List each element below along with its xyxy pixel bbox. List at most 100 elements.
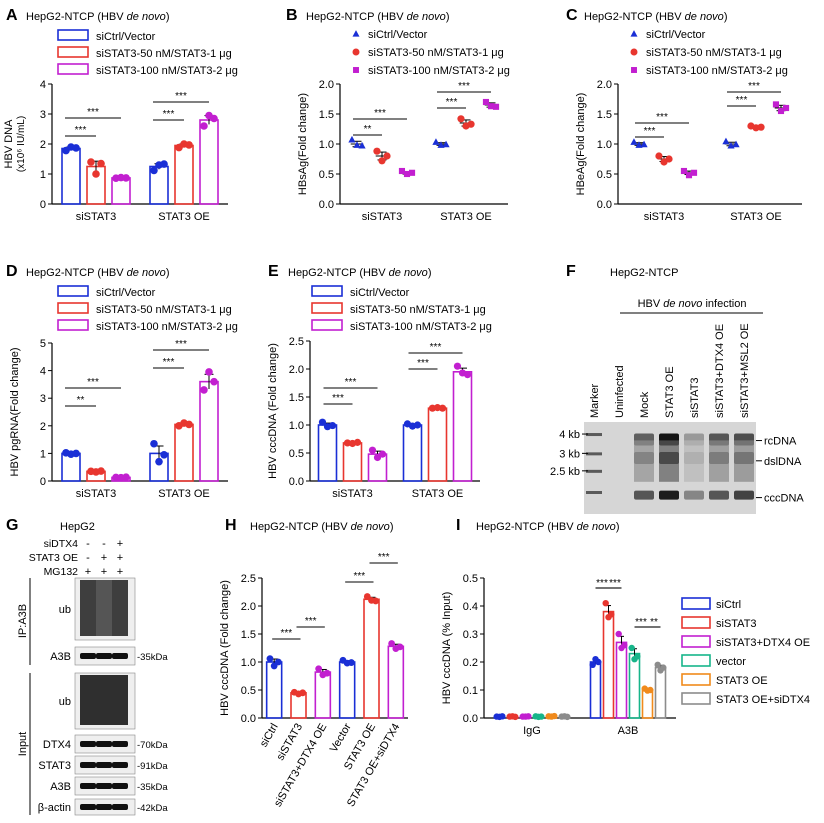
significance-label: *** (736, 95, 748, 106)
title-part: HepG2-NTCP (HBV (288, 267, 389, 279)
blot-band (684, 490, 704, 500)
blot-band (112, 804, 128, 810)
condition-sign: + (117, 552, 123, 564)
data-point (155, 457, 163, 466)
bar (628, 652, 641, 719)
ladder-band (586, 491, 602, 494)
data-point (388, 640, 396, 647)
blot-smear (634, 440, 654, 482)
significance-label: *** (345, 377, 357, 388)
x-tick-label: STAT3 OE (158, 211, 210, 223)
panel-title: HepG2-NTCP (HBV de novo) (26, 11, 169, 23)
y-tick-label: 1 (40, 169, 46, 181)
data-point (722, 137, 730, 145)
title-italic: de novo (389, 267, 428, 279)
bar (317, 424, 338, 482)
lane-label: Uninfected (614, 365, 626, 418)
data-point (97, 159, 105, 168)
chart-panel-C: C HepG2-NTCP (HBV de novo) 0.0 0.5 1.0 1.5 2.0… (566, 7, 802, 223)
ladder-band (586, 452, 602, 456)
bar (199, 380, 219, 482)
data-point (634, 653, 641, 660)
y-tick-label: 2.0 (597, 79, 612, 91)
legend-swatch (311, 285, 343, 297)
x-tick-label: siSTAT3 (332, 488, 373, 500)
y-tick-label: 0.3 (463, 629, 478, 641)
y-tick-label: 1.0 (319, 139, 334, 151)
significance-label: *** (163, 357, 175, 368)
title-italic: de novo (407, 11, 446, 23)
title-part: ) (166, 267, 170, 279)
ladder-band (586, 433, 602, 437)
legend-label: STAT3 OE+siDTX4 (716, 694, 810, 706)
bar (111, 177, 131, 205)
panel-letter: D (6, 263, 18, 280)
marker-size-label: 3 kb (559, 448, 580, 460)
lane-label: Marker (589, 383, 601, 418)
significance-label: *** (87, 377, 99, 388)
legend-marker (352, 30, 360, 37)
blot-smear (80, 675, 96, 725)
data-point (499, 713, 506, 720)
data-point (328, 421, 337, 430)
data-point (266, 655, 274, 663)
blot-band (112, 653, 128, 659)
blot-band (112, 762, 128, 768)
y-tick-label: 0.5 (319, 169, 334, 181)
data-point (318, 418, 327, 426)
panel-title: HepG2-NTCP (HBV de novo) (26, 267, 169, 279)
legend-label: siCtrl/Vector (96, 31, 156, 43)
y-tick-label: 0.5 (289, 448, 304, 460)
data-point (525, 713, 532, 720)
label-part: infection (702, 298, 746, 310)
x-tick-label: STAT3 OE (158, 488, 210, 500)
bar (589, 661, 602, 719)
data-point (655, 152, 663, 160)
data-point (457, 115, 465, 123)
title-part: ) (390, 521, 394, 533)
title-part: HepG2-NTCP (HBV (306, 11, 407, 23)
y-tick-label: 2.0 (319, 79, 334, 91)
data-point (274, 658, 282, 666)
blot-smear (96, 675, 112, 725)
legend-label: siCtrl/Vector (368, 29, 428, 41)
significance-label: *** (305, 616, 317, 627)
y-tick-label: 0 (40, 199, 46, 211)
significance-label: *** (280, 628, 292, 639)
blot-band (80, 804, 96, 810)
bar (387, 645, 405, 719)
data-point (373, 147, 381, 155)
legend-label: siCtrl/Vector (646, 29, 706, 41)
y-axis-label: HBV DNA (3, 119, 15, 169)
significance-label: *** (75, 125, 87, 136)
title-part: ) (446, 11, 450, 23)
data-point (378, 157, 386, 165)
blot-band (709, 490, 729, 500)
data-point (205, 368, 213, 376)
significance-label: ** (77, 395, 85, 406)
data-point (732, 140, 740, 148)
data-point (680, 167, 688, 175)
section-label: IP:A3B (17, 604, 29, 638)
title-italic: de novo (577, 521, 616, 533)
data-point (368, 446, 377, 454)
blot-smear (112, 580, 128, 636)
y-axis-label: (x10⁶ IU/mL) (16, 116, 27, 172)
x-tick-label: Vector (328, 721, 354, 754)
legend-label: vector (716, 656, 746, 668)
blot-label: β-actin (38, 802, 71, 814)
data-point (442, 140, 450, 148)
chart-panel-A: A HepG2-NTCP (HBV de novo) 0 1 2 3 4 HBV DNA (x1… (3, 7, 238, 223)
data-point (654, 661, 661, 668)
blot-smear (684, 440, 704, 482)
legend-marker (630, 48, 638, 56)
legend-label: siCtrl/Vector (350, 287, 410, 299)
y-tick-label: 2.0 (289, 364, 304, 376)
data-point (378, 450, 387, 458)
legend-swatch (57, 319, 89, 331)
significance-label: ** (364, 124, 372, 135)
blot-panel-F: F HepG2-NTCP HBV de novo infection Marker Un… (550, 263, 804, 514)
panel-letter: E (268, 263, 279, 280)
bar (314, 671, 332, 719)
blot-label: ub (59, 696, 71, 708)
